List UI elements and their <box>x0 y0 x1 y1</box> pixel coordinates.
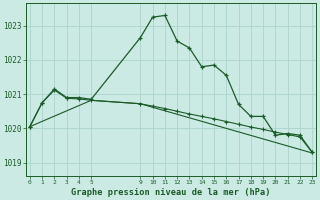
X-axis label: Graphe pression niveau de la mer (hPa): Graphe pression niveau de la mer (hPa) <box>71 188 271 197</box>
